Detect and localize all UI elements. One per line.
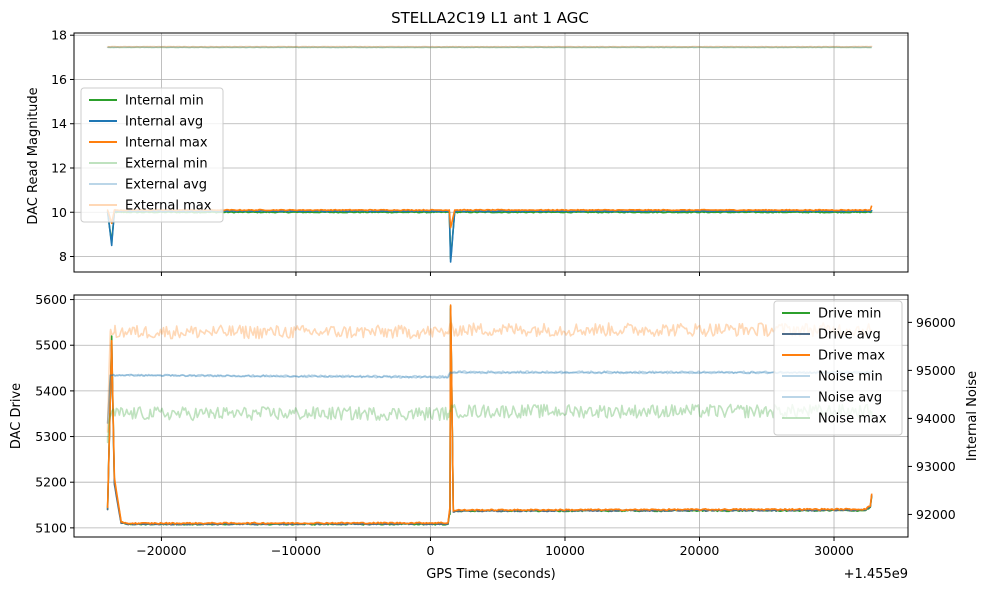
series-line-noise-max bbox=[106, 403, 873, 444]
y2-tick-label: 96000 bbox=[916, 315, 956, 330]
x-axis-offset-label: +1.455e9 bbox=[844, 567, 908, 582]
series-line-noise-avg bbox=[106, 370, 873, 425]
y-tick-label: 12 bbox=[51, 160, 67, 175]
y2-tick-label: 92000 bbox=[916, 507, 956, 522]
legend-label: Drive avg bbox=[818, 328, 881, 343]
y-tick-label: 8 bbox=[59, 249, 67, 264]
y-tick-label: 16 bbox=[51, 72, 67, 87]
x-tick-label: −20000 bbox=[136, 543, 186, 558]
y2-tick-label: 94000 bbox=[916, 411, 956, 426]
top-axes: 8 10 12 14 16 18 Internal min Internal avg Inter… bbox=[51, 28, 909, 276]
bottom-axes: −20000 −10000 0 10000 20000 30000 5100 5200 5300… bbox=[35, 292, 956, 558]
legend-label: Drive min bbox=[818, 307, 881, 322]
x-axis-label: GPS Time (seconds) bbox=[426, 567, 556, 582]
series-line-noise-max-upper bbox=[106, 322, 873, 433]
axes-frame bbox=[73, 32, 909, 273]
chart-title: STELLA2C19 L1 ant 1 AGC bbox=[391, 9, 589, 27]
y-tick-label: 5300 bbox=[35, 429, 67, 444]
x-tick-label: 0 bbox=[426, 543, 434, 558]
series-line-external-avg bbox=[106, 46, 872, 49]
y-tick-label: 5100 bbox=[35, 520, 67, 535]
legend-label: Noise min bbox=[818, 370, 883, 385]
legend-label: Noise avg bbox=[818, 391, 882, 406]
legend-label: Internal avg bbox=[125, 115, 203, 130]
bottom-y2-axis-label: Internal Noise bbox=[965, 371, 980, 461]
y-tick-label: 10 bbox=[51, 205, 67, 220]
legend-label: Noise max bbox=[818, 412, 887, 427]
bottom-y-axis-label: DAC Drive bbox=[9, 383, 24, 449]
legend-label: Internal max bbox=[125, 136, 208, 151]
legend-label: External min bbox=[125, 157, 208, 172]
series-line-internal-min bbox=[106, 211, 873, 260]
x-tick-label: 30000 bbox=[814, 543, 854, 558]
x-tick-label: 20000 bbox=[680, 543, 720, 558]
y-tick-label: 5400 bbox=[35, 383, 67, 398]
series-line-drive-max bbox=[106, 304, 873, 525]
series-line-internal-avg bbox=[106, 209, 873, 263]
legend-label: Internal min bbox=[125, 94, 204, 109]
x-tick-label: −10000 bbox=[271, 543, 321, 558]
legend-label: Drive max bbox=[818, 349, 885, 364]
y-tick-label: 14 bbox=[51, 116, 67, 131]
y2-tick-label: 93000 bbox=[916, 459, 956, 474]
y2-tick-label: 95000 bbox=[916, 363, 956, 378]
y-tick-label: 18 bbox=[51, 28, 67, 43]
axes-frame bbox=[73, 294, 909, 538]
series-group bbox=[106, 304, 873, 526]
series-group bbox=[106, 45, 873, 263]
y-tick-label: 5600 bbox=[35, 292, 67, 307]
series-line-internal-max bbox=[106, 205, 873, 229]
y-tick-label: 5500 bbox=[35, 338, 67, 353]
y-tick-label: 5200 bbox=[35, 475, 67, 490]
x-tick-label: 10000 bbox=[545, 543, 585, 558]
legend-label: External avg bbox=[125, 178, 207, 193]
legend-label: External max bbox=[125, 199, 212, 214]
series-line-noise-min bbox=[106, 371, 873, 425]
top-y-axis-label: DAC Read Magnitude bbox=[26, 87, 41, 224]
